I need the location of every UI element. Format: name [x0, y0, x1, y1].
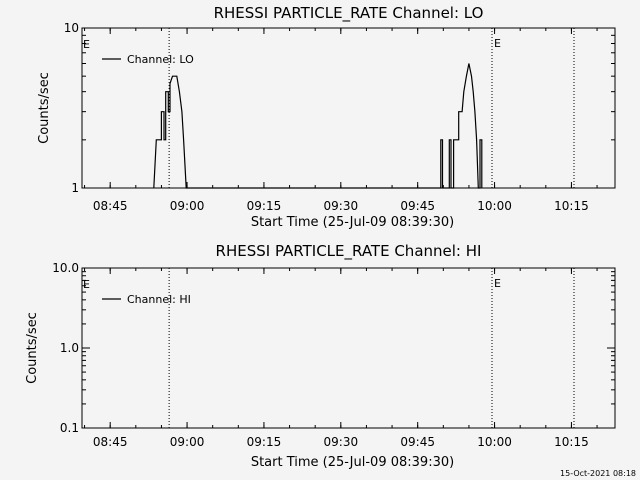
chart-title: RHESSI PARTICLE_RATE Channel: HI: [216, 242, 482, 261]
y-tick-label: 0.1: [60, 421, 79, 435]
y-tick-label: 1: [71, 181, 79, 195]
x-tick-label: 09:30: [324, 435, 359, 449]
chart-panel-1: RHESSI PARTICLE_RATE Channel: LO Counts/s…: [37, 4, 616, 230]
x-axis-label: Start Time (25-Jul-09 08:39:30): [251, 455, 454, 470]
x-axis-label: Start Time (25-Jul-09 08:39:30): [251, 215, 454, 230]
x-tick-label: 09:00: [170, 435, 205, 449]
x-tick-label: 09:30: [324, 199, 359, 213]
y-tick-label: 10: [64, 21, 79, 35]
x-tick-label: 10:00: [477, 199, 512, 213]
x-tick-label: 09:00: [170, 199, 205, 213]
edge-marker-label: E: [83, 278, 90, 291]
y-tick-label: 1.0: [60, 341, 79, 355]
chart-title: RHESSI PARTICLE_RATE Channel: LO: [214, 4, 484, 23]
x-tick-label: 09:15: [247, 435, 282, 449]
edge-marker-label: E: [83, 38, 90, 51]
x-tick-label: 10:15: [554, 199, 589, 213]
y-tick-label: 10.0: [52, 261, 79, 275]
plot-frame: [81, 27, 616, 189]
legend-label: Channel: LO: [127, 53, 194, 66]
x-tick-label: 09:45: [400, 435, 435, 449]
x-tick-label: 09:15: [247, 199, 282, 213]
series-line-channel-lo: [153, 63, 483, 189]
event-marker-label: E: [494, 37, 501, 50]
plot-frame: [81, 267, 616, 429]
x-tick-label: 09:45: [400, 199, 435, 213]
x-tick-label: 08:45: [93, 435, 128, 449]
legend-label: Channel: HI: [127, 293, 191, 306]
x-tick-label: 10:00: [477, 435, 512, 449]
footer-timestamp: 15-Oct-2021 08:18: [560, 469, 636, 478]
y-axis-label: Counts/sec: [37, 72, 52, 144]
event-marker-label: E: [494, 277, 501, 290]
x-tick-label: 10:15: [554, 435, 589, 449]
x-tick-label: 08:45: [93, 199, 128, 213]
chart-panel-2: RHESSI PARTICLE_RATE Channel: HI Counts/s…: [25, 242, 616, 470]
y-axis-label: Counts/sec: [25, 312, 40, 384]
